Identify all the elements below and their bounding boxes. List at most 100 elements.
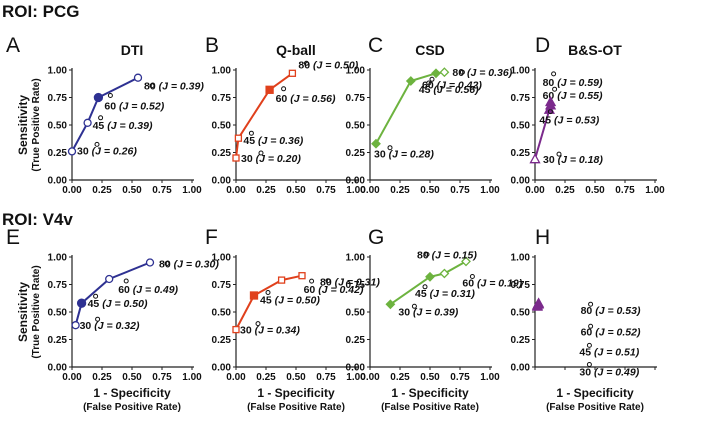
x-tick-label: 0.75 — [316, 185, 336, 196]
point-annotation: 45 (J = 0.50) — [260, 295, 320, 307]
threshold-label: 60 — [304, 284, 319, 296]
y-axis-label: Sensitivity — [16, 95, 30, 155]
threshold-marker — [551, 71, 557, 77]
data-point-square — [234, 134, 243, 142]
threshold-marker — [325, 278, 331, 284]
point-annotation: 30 (J = 0.20) — [241, 153, 301, 165]
data-point-diamond — [371, 138, 381, 149]
point-annotation: 30 (J = 0.28) — [374, 149, 434, 161]
y-tick-label: 0.00 — [346, 363, 366, 374]
data-point-triangle — [529, 153, 541, 164]
threshold-marker — [98, 115, 104, 121]
j-index-label: (J = 0.52) — [119, 101, 165, 113]
threshold-label: 30 — [543, 154, 558, 166]
y-tick-label: 0.50 — [346, 308, 366, 319]
threshold-marker — [281, 86, 287, 92]
threshold-label: 60 — [118, 284, 133, 296]
threshold-marker — [309, 278, 315, 284]
y-tick-label: 0.00 — [511, 176, 531, 187]
j-index-label: (J = 0.34) — [255, 325, 301, 337]
roc-curve — [74, 261, 151, 326]
threshold-marker — [426, 80, 432, 86]
data-point-circle — [93, 92, 104, 103]
j-index-label: (J = 0.36) — [258, 135, 304, 147]
y-tick-label: 0.25 — [511, 335, 531, 346]
x-tick-label: 0.50 — [286, 185, 306, 196]
x-axis-sublabel: (False Positive Rate) — [247, 402, 345, 413]
y-tick-label: 1.00 — [346, 66, 366, 77]
roc-curve — [235, 274, 303, 331]
x-tick-label: 0.50 — [585, 185, 605, 196]
threshold-label: 80 — [417, 249, 432, 261]
y-axis-sublabel: (True Positive Rate) — [31, 265, 42, 358]
threshold-label: 45 — [260, 295, 275, 307]
y-tick-label: 0.50 — [346, 121, 366, 132]
threshold-marker — [547, 109, 553, 115]
x-tick-label: 1.00 — [480, 372, 500, 383]
y-tick-label: 0.00 — [346, 176, 366, 187]
threshold-marker — [424, 251, 430, 257]
x-tick-label: 0.25 — [390, 185, 410, 196]
x-tick-label: 1.00 — [645, 185, 665, 196]
x-tick-label: 0.00 — [226, 185, 246, 196]
j-index-label: (J = 0.26) — [92, 145, 138, 157]
data-point-circle — [71, 321, 80, 330]
point-annotation: 45 (J = 0.56) — [419, 84, 479, 96]
y-tick-label: 0.75 — [48, 280, 68, 291]
point-annotation: 80 (J = 0.53) — [581, 305, 641, 317]
threshold-label: 60 — [104, 101, 119, 113]
point-annotation: 80 (J = 0.30) — [159, 259, 219, 271]
x-tick-label: 0.75 — [450, 185, 470, 196]
point-annotation: 80 (J = 0.39) — [144, 81, 204, 93]
threshold-label: 60 — [462, 278, 477, 290]
threshold-marker — [164, 261, 170, 266]
x-tick-label: 1.00 — [182, 372, 202, 383]
threshold-label: 45 — [539, 115, 554, 127]
threshold-marker — [586, 362, 592, 367]
panel-letter: F — [205, 226, 218, 249]
y-tick-label: 0.75 — [346, 93, 366, 104]
threshold-marker — [303, 60, 309, 66]
threshold-label: 60 — [422, 79, 437, 91]
j-index-label: (J = 0.42) — [437, 79, 483, 91]
data-point-square — [265, 85, 274, 94]
j-index-label: (J = 0.39) — [413, 306, 459, 318]
y-tick-label: 0.00 — [48, 176, 68, 187]
threshold-label: 80 — [543, 77, 558, 89]
j-index-label: (J = 0.31) — [430, 288, 476, 300]
data-point-square — [249, 291, 259, 300]
threshold-marker — [94, 141, 100, 147]
j-index-label: (J = 0.39) — [159, 81, 205, 93]
j-index-label: (J = 0.31) — [335, 277, 381, 289]
j-index-label: (J = 0.28) — [389, 149, 435, 161]
y-tick-label: 0.75 — [212, 280, 232, 291]
data-point-square — [232, 154, 240, 162]
roc-curve — [71, 76, 139, 152]
j-index-label: (J = 0.51) — [594, 346, 640, 358]
panel-title: DTI — [121, 42, 144, 58]
point-annotation: 80 (J = 0.36) — [452, 67, 512, 79]
panel-title: Q-ball — [276, 42, 316, 58]
y-tick-label: 0.50 — [212, 308, 232, 319]
j-index-label: (J = 0.50) — [102, 298, 148, 310]
data-point-square — [277, 276, 286, 284]
roi-label-pcg: ROI: PCG — [2, 2, 79, 21]
roc-curve — [235, 72, 293, 159]
point-annotation: 80 (J = 0.59) — [543, 77, 603, 89]
threshold-marker — [107, 93, 113, 98]
x-tick-label: 0.50 — [122, 185, 142, 196]
point-annotation: 30 (J = 0.32) — [80, 320, 140, 332]
x-tick-label: 0.75 — [152, 372, 172, 383]
threshold-marker — [556, 151, 562, 157]
x-tick-label: 0.75 — [615, 185, 635, 196]
data-point-square — [232, 325, 240, 334]
x-tick-label: 0.50 — [420, 185, 440, 196]
data-point-square — [288, 69, 297, 77]
x-tick-label: 0.00 — [360, 185, 380, 196]
panel-h: H 0.00 0.25 0.50 0.75 1.00 1 - Specificity (Fal… — [511, 226, 657, 413]
y-tick-label: 1.00 — [511, 66, 531, 77]
threshold-marker — [469, 274, 475, 279]
threshold-label: 80 — [452, 67, 467, 79]
y-tick-label: 0.50 — [48, 121, 68, 132]
